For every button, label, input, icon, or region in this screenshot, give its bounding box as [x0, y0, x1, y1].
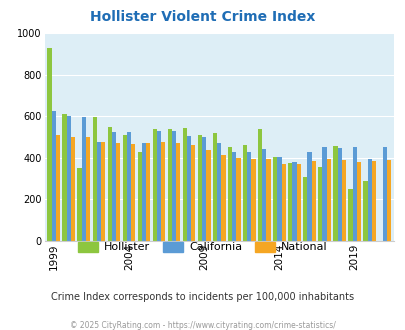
Bar	[352, 147, 356, 241]
Bar	[202, 137, 206, 241]
Bar	[71, 137, 75, 241]
Bar	[81, 117, 86, 241]
Bar	[262, 149, 266, 241]
Bar	[221, 155, 225, 241]
Bar	[62, 114, 66, 241]
Bar	[206, 150, 210, 241]
Bar	[66, 116, 71, 241]
Bar	[326, 159, 330, 241]
Bar	[191, 145, 195, 241]
Bar	[307, 151, 311, 241]
Bar	[243, 145, 247, 241]
Bar	[341, 160, 345, 241]
Bar	[311, 161, 315, 241]
Bar	[347, 189, 352, 241]
Bar	[386, 160, 390, 241]
Bar	[292, 162, 296, 241]
Bar	[131, 144, 135, 241]
Bar	[116, 143, 120, 241]
Bar	[247, 151, 251, 241]
Bar	[187, 136, 191, 241]
Bar	[251, 159, 255, 241]
Text: Hollister Violent Crime Index: Hollister Violent Crime Index	[90, 10, 315, 24]
Bar	[182, 128, 187, 241]
Bar	[96, 142, 101, 241]
Bar	[47, 48, 51, 241]
Bar	[322, 147, 326, 241]
Bar	[55, 135, 60, 241]
Bar	[362, 181, 367, 241]
Bar	[371, 161, 375, 241]
Bar	[126, 132, 131, 241]
Bar	[356, 162, 360, 241]
Bar	[137, 151, 141, 241]
Bar	[258, 129, 262, 241]
Bar	[232, 151, 236, 241]
Bar	[288, 163, 292, 241]
Bar	[107, 127, 111, 241]
Bar	[333, 146, 337, 241]
Bar	[146, 143, 150, 241]
Bar	[296, 164, 300, 241]
Bar	[176, 143, 180, 241]
Bar	[197, 135, 202, 241]
Bar	[281, 164, 285, 241]
Bar	[277, 157, 281, 241]
Legend: Hollister, California, National: Hollister, California, National	[74, 237, 331, 257]
Bar	[86, 137, 90, 241]
Bar	[172, 131, 176, 241]
Bar	[152, 129, 157, 241]
Bar	[382, 147, 386, 241]
Bar	[228, 147, 232, 241]
Text: Crime Index corresponds to incidents per 100,000 inhabitants: Crime Index corresponds to incidents per…	[51, 292, 354, 302]
Bar	[77, 168, 81, 241]
Bar	[236, 158, 240, 241]
Bar	[111, 132, 116, 241]
Bar	[51, 111, 55, 241]
Bar	[212, 133, 217, 241]
Bar	[92, 117, 96, 241]
Bar	[167, 129, 172, 241]
Bar	[161, 142, 165, 241]
Bar	[101, 142, 105, 241]
Bar	[318, 167, 322, 241]
Text: © 2025 CityRating.com - https://www.cityrating.com/crime-statistics/: © 2025 CityRating.com - https://www.city…	[70, 321, 335, 330]
Bar	[266, 159, 270, 241]
Bar	[122, 135, 126, 241]
Bar	[303, 178, 307, 241]
Bar	[273, 157, 277, 241]
Bar	[367, 159, 371, 241]
Bar	[157, 131, 161, 241]
Bar	[141, 143, 146, 241]
Bar	[337, 148, 341, 241]
Bar	[217, 143, 221, 241]
